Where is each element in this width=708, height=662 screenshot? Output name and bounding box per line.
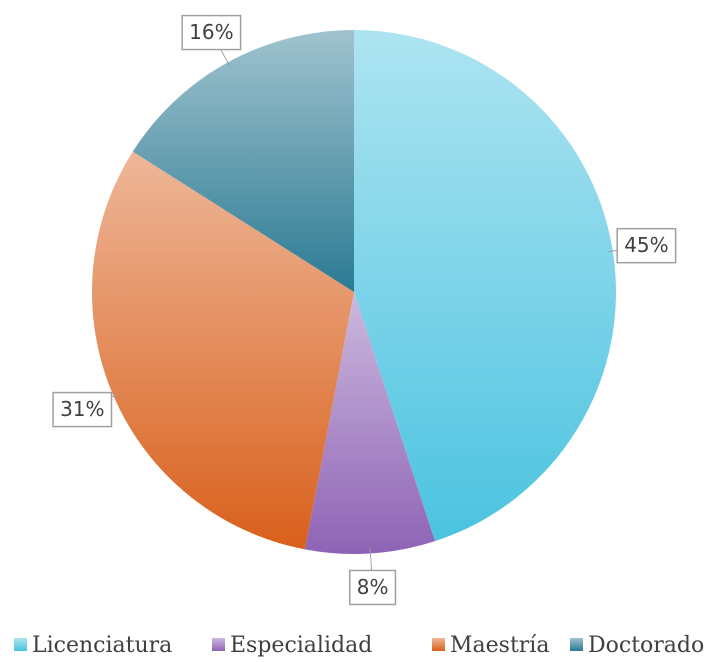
legend-label: Especialidad xyxy=(230,633,372,658)
legend-label: Licenciatura xyxy=(32,633,172,658)
pie-slice xyxy=(132,30,354,292)
data-label: 16% xyxy=(189,20,233,44)
legend-swatch xyxy=(570,638,583,651)
data-label-box xyxy=(52,391,113,428)
data-label-box xyxy=(181,14,242,51)
data-label: 8% xyxy=(357,575,389,599)
legend-label: Doctorado xyxy=(588,633,704,658)
legend-label: Maestría xyxy=(450,633,549,658)
data-label-box xyxy=(616,227,677,264)
data-label-box xyxy=(348,569,397,606)
legend-swatch xyxy=(14,638,27,651)
data-label: 45% xyxy=(624,233,668,257)
data-label: 31% xyxy=(60,397,104,421)
legend-swatch xyxy=(432,638,445,651)
pie-slice xyxy=(304,292,435,555)
legend-swatch xyxy=(212,638,225,651)
pie-slice xyxy=(354,30,616,542)
pie-slice xyxy=(91,151,354,550)
